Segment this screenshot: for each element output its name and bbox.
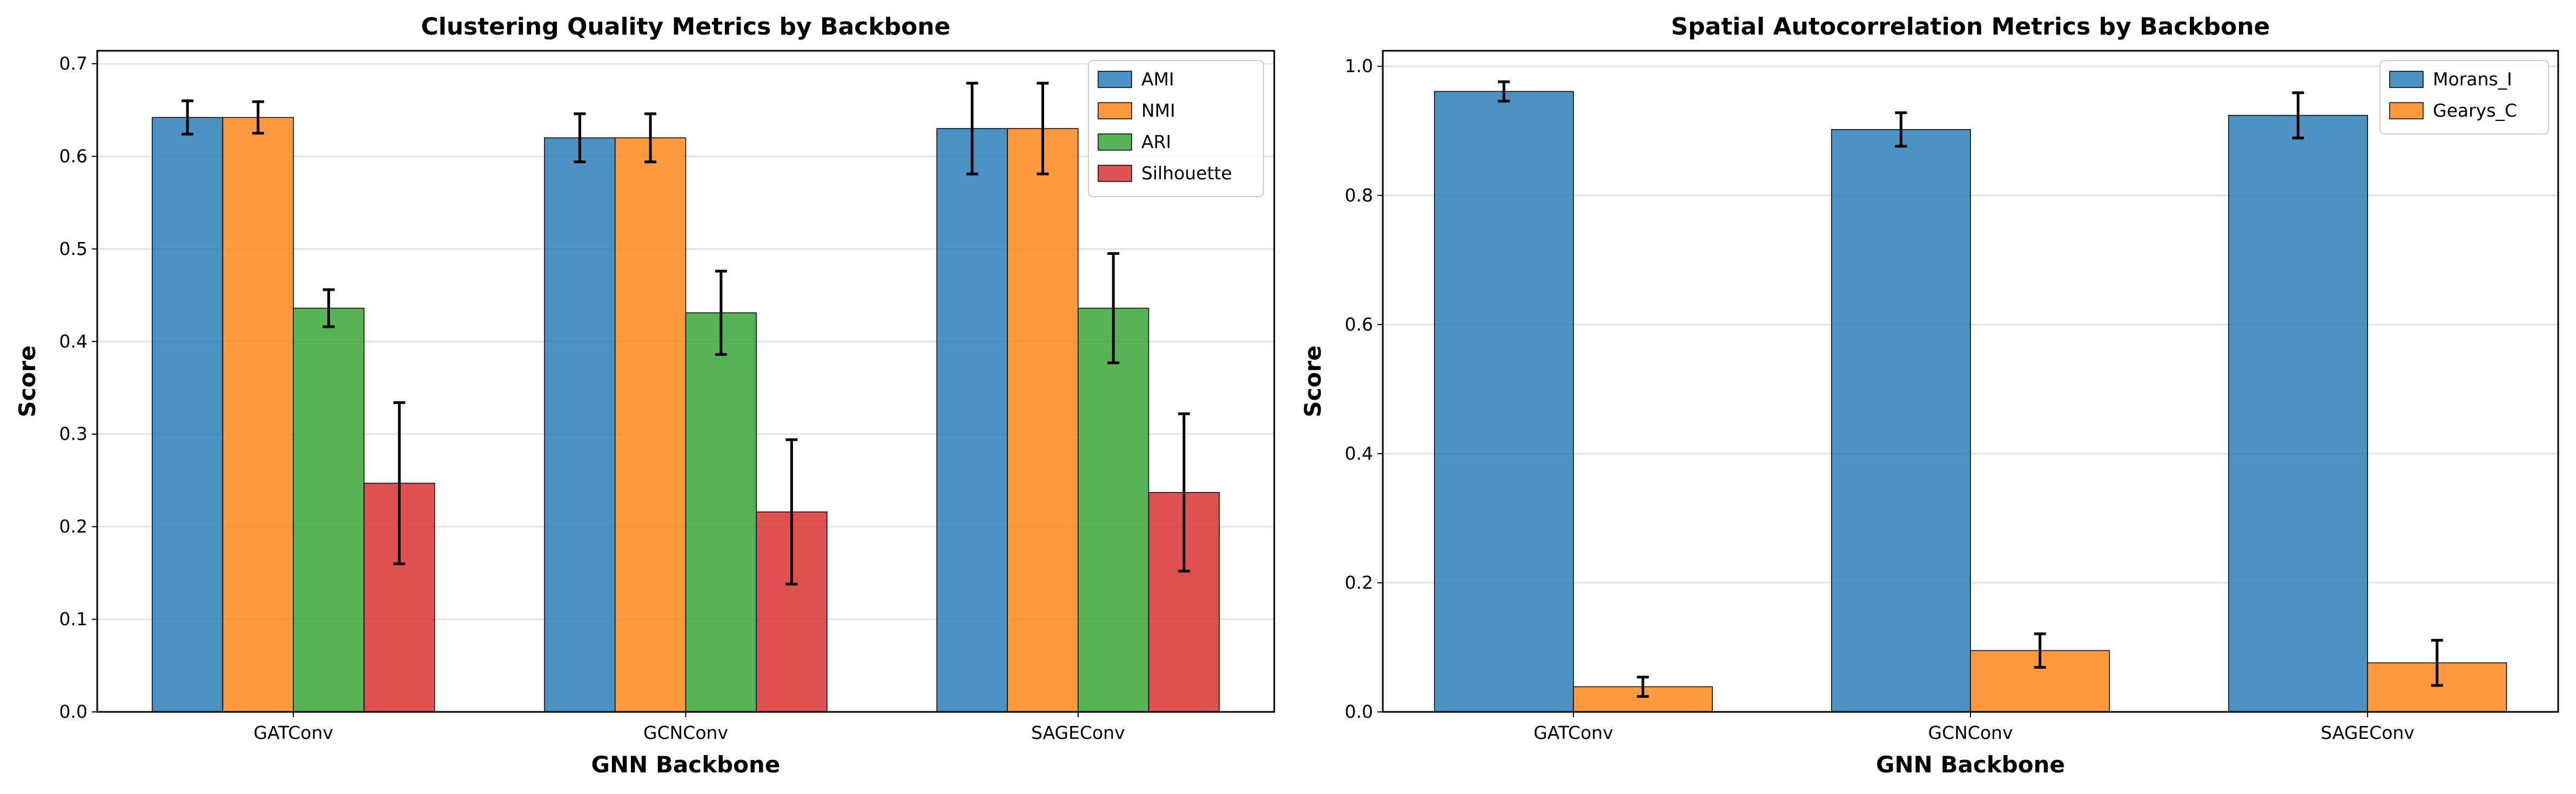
chart-title: Clustering Quality Metrics by Backbone [421, 13, 950, 41]
bar-nmi [615, 137, 687, 712]
bar-ami [544, 137, 616, 712]
y-tick-label: 0.2 [1345, 572, 1373, 593]
legend-label: AMI [1141, 69, 1174, 90]
legend-swatch-ari [1098, 133, 1132, 151]
legend-box [1088, 60, 1264, 197]
chart-1: 0.0 0.1 0.2 0.3 0.4 0.5 0.6 0.7 GATConv GCNConv SA… [14, 13, 1275, 778]
legend-swatch-gearys_c [2389, 102, 2424, 119]
y-tick-label: 0.0 [1345, 701, 1373, 722]
y-tick-label: 0.2 [59, 516, 88, 537]
y-axis-label: Score [1300, 345, 1326, 417]
legend: AMI NMI ARI Silhouette [1088, 60, 1264, 197]
chart-2: 0.0 0.2 0.4 0.6 0.8 1.0 GATConv GCNConv SAGEConv… [1300, 13, 2559, 778]
y-tick-label: 0.3 [59, 423, 88, 445]
y-tick-label: 0.8 [1345, 185, 1373, 206]
bar-ari [685, 312, 757, 712]
x-axis-label: GNN Backbone [1876, 751, 2065, 778]
x-tick-label: GCNConv [1928, 722, 2013, 743]
y-tick-label: 0.4 [1345, 443, 1373, 464]
y-tick-label: 0.1 [59, 609, 88, 630]
y-tick-label: 0.6 [59, 145, 88, 166]
y-tick-label: 0.5 [59, 238, 88, 259]
y-axis-label: Score [14, 345, 41, 417]
x-tick-label: GATConv [253, 722, 333, 743]
bar-ari [1078, 307, 1149, 712]
bar-ami [936, 128, 1008, 712]
legend-swatch-silhouette [1098, 165, 1132, 182]
y-tick-label: 1.0 [1345, 56, 1373, 77]
y-tick-label: 0.4 [59, 331, 88, 352]
x-tick-label: GCNConv [643, 722, 728, 743]
legend-swatch-morans_i [2389, 71, 2424, 88]
bar-morans_i [1831, 129, 1971, 712]
chart-title: Spatial Autocorrelation Metrics by Backb… [1671, 13, 2270, 41]
x-tick-label: SAGEConv [1031, 722, 1125, 743]
legend-label: Gearys_C [2433, 100, 2517, 121]
y-tick-label: 0.0 [59, 701, 88, 722]
bar-nmi [1007, 128, 1079, 712]
y-tick-label: 0.7 [59, 53, 88, 74]
legend-label: NMI [1141, 100, 1175, 121]
bar-morans_i [2228, 115, 2368, 712]
bar-nmi [222, 117, 294, 712]
legend: Morans_I Gearys_C [2379, 60, 2549, 134]
legend-swatch-nmi [1098, 102, 1132, 119]
bar-morans_i [1434, 91, 1574, 712]
legend-label: Silhouette [1141, 163, 1232, 184]
x-tick-label: GATConv [1534, 722, 1613, 743]
legend-label: ARI [1141, 131, 1171, 152]
legend-label: Morans_I [2433, 69, 2512, 90]
x-axis-label: GNN Backbone [591, 751, 781, 778]
bar-ami [151, 117, 224, 712]
x-tick-label: SAGEConv [2321, 722, 2414, 743]
bar-ari [293, 307, 365, 712]
y-tick-label: 0.6 [1345, 314, 1373, 335]
legend-swatch-ami [1098, 71, 1132, 88]
